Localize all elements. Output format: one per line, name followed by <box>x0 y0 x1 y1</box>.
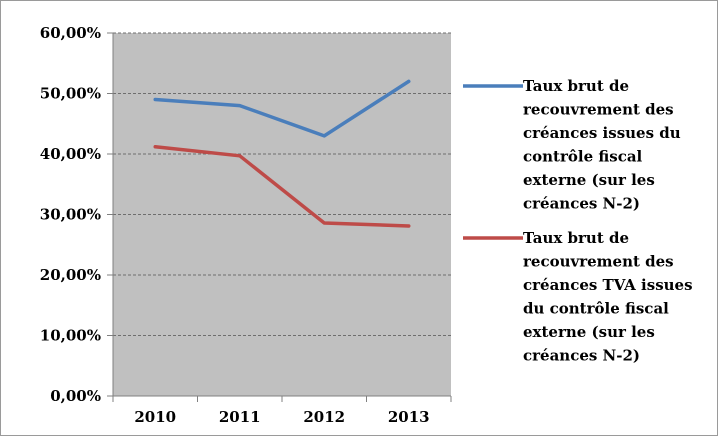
x-tick-label: 2011 <box>219 408 261 426</box>
data-point <box>322 134 326 138</box>
data-point <box>407 79 411 83</box>
legend-label: externe (sur les <box>523 171 655 189</box>
legend-label: contrôle fiscal <box>523 148 643 166</box>
series-line-1 <box>153 79 411 138</box>
data-point <box>322 221 326 225</box>
y-tick-label: 50,00% <box>40 85 101 103</box>
y-tick-label: 0,00% <box>50 387 101 405</box>
legend-label: recouvrement des <box>523 253 674 271</box>
legend-label: Taux brut de <box>523 229 629 247</box>
legend-label: créances N-2) <box>523 347 640 365</box>
legend-label: créances TVA issues <box>523 276 693 294</box>
legend-label: Taux brut de <box>523 77 629 95</box>
data-point <box>153 145 157 149</box>
data-point <box>238 104 242 108</box>
y-tick-label: 40,00% <box>40 145 101 163</box>
data-point <box>407 224 411 228</box>
series-lines <box>153 79 411 228</box>
axes <box>107 32 452 402</box>
y-tick-label: 30,00% <box>40 206 101 224</box>
y-tick-label: 20,00% <box>40 266 101 284</box>
legend-label: créances N-2) <box>523 195 640 213</box>
legend-entry-1: Taux brut de recouvrement des créances iss… <box>463 77 681 213</box>
legend-entry-2: Taux brut de recouvrement des créances TVA… <box>463 229 693 365</box>
legend-label: recouvrement des <box>523 101 674 119</box>
legend-label: du contrôle fiscal <box>523 300 669 318</box>
y-tick-label: 10,00% <box>40 327 101 345</box>
x-tick-label: 2010 <box>134 408 176 426</box>
legend-label: créances issues du <box>523 124 681 142</box>
legend-label: externe (sur les <box>523 323 655 341</box>
legend: Taux brut de recouvrement des créances iss… <box>463 77 693 365</box>
x-tick-label: 2013 <box>388 408 430 426</box>
series-line-2 <box>153 144 411 228</box>
data-point <box>153 98 157 102</box>
tick-labels: 0,00% 10,00% 20,00% 30,00% 40,00% 50,00% 60,00… <box>40 24 430 426</box>
gridlines <box>113 32 451 336</box>
data-point <box>238 154 242 158</box>
x-tick-label: 2012 <box>303 408 345 426</box>
y-tick-label: 60,00% <box>40 24 101 42</box>
